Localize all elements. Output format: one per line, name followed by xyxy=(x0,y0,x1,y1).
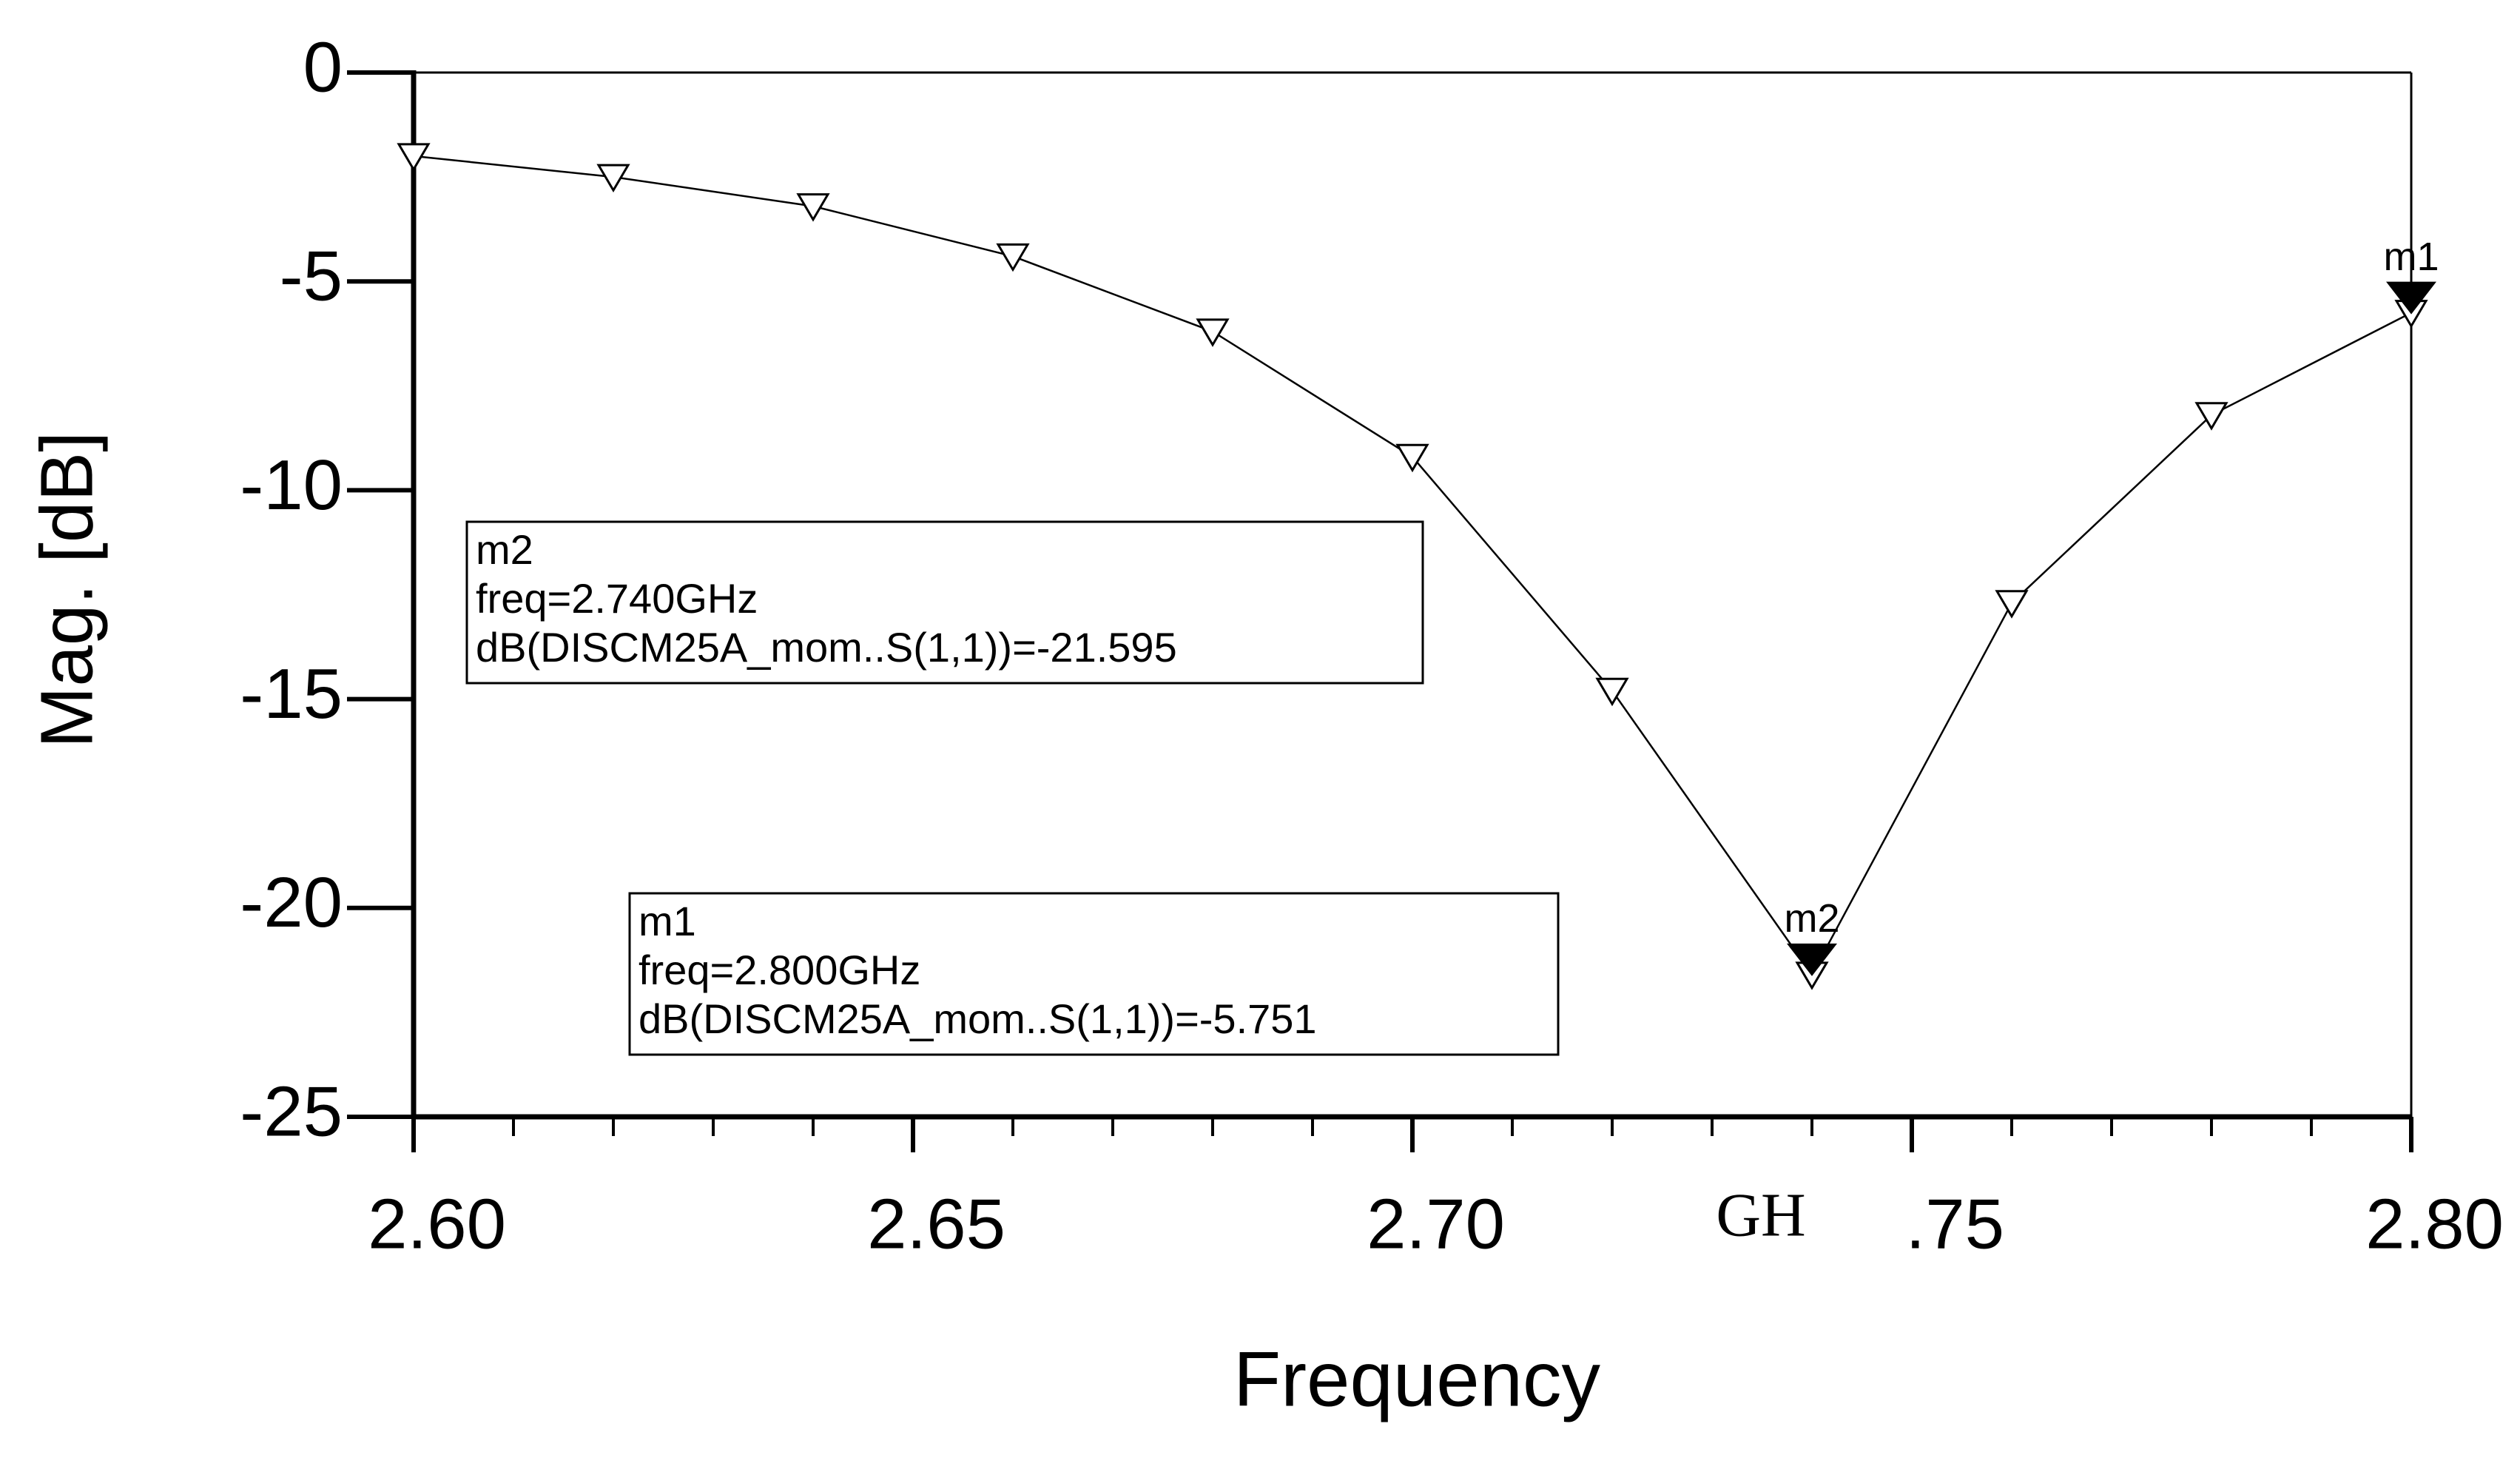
marker-triangle xyxy=(2386,281,2436,315)
x-axis-label: Frequency xyxy=(1233,1337,1601,1423)
y-tick-label: -20 xyxy=(240,863,343,942)
point-marker xyxy=(1995,590,2029,619)
point-marker xyxy=(397,143,431,172)
point-marker xyxy=(996,243,1030,272)
marker-triangle xyxy=(1787,943,1837,976)
x-tick-label: 2.65 xyxy=(867,1184,1005,1263)
point-marker xyxy=(2194,402,2228,431)
marker-text: m1 xyxy=(639,898,696,944)
point-marker xyxy=(1595,677,1629,707)
point-marker xyxy=(1395,443,1429,473)
point-marker xyxy=(1196,318,1230,347)
y-tick-label: -5 xyxy=(280,237,343,316)
marker-box xyxy=(628,892,1560,1056)
y-tick-label: -10 xyxy=(240,446,343,525)
point-marker xyxy=(796,193,830,222)
marker-text: freq=2.800GHz xyxy=(639,947,920,993)
marker-text: m2 xyxy=(476,526,533,573)
y-tick-label: 0 xyxy=(303,27,343,107)
y-tick-label: -15 xyxy=(240,654,343,733)
marker-text: freq=2.740GHz xyxy=(476,575,758,622)
marker-text: dB(DISCM25A_mom..S(1,1))=-21.595 xyxy=(476,624,1177,671)
marker-name: m2 xyxy=(1784,896,1839,941)
marker-name: m1 xyxy=(2383,235,2439,279)
x-tick-label: 2.70 xyxy=(1367,1184,1505,1263)
y-tick-label: -25 xyxy=(240,1072,343,1151)
y-axis-label: Mag. [dB] xyxy=(25,431,108,748)
x-tick-label: 2.80 xyxy=(2365,1184,2504,1263)
x-tick-label: .75 xyxy=(1906,1184,2004,1263)
annotation: GH xyxy=(1716,1180,1805,1249)
x-tick-label: 2.60 xyxy=(368,1184,506,1263)
marker-box xyxy=(465,520,1424,685)
marker-text: dB(DISCM25A_mom..S(1,1))=-5.751 xyxy=(639,995,1317,1042)
point-marker xyxy=(596,164,630,193)
